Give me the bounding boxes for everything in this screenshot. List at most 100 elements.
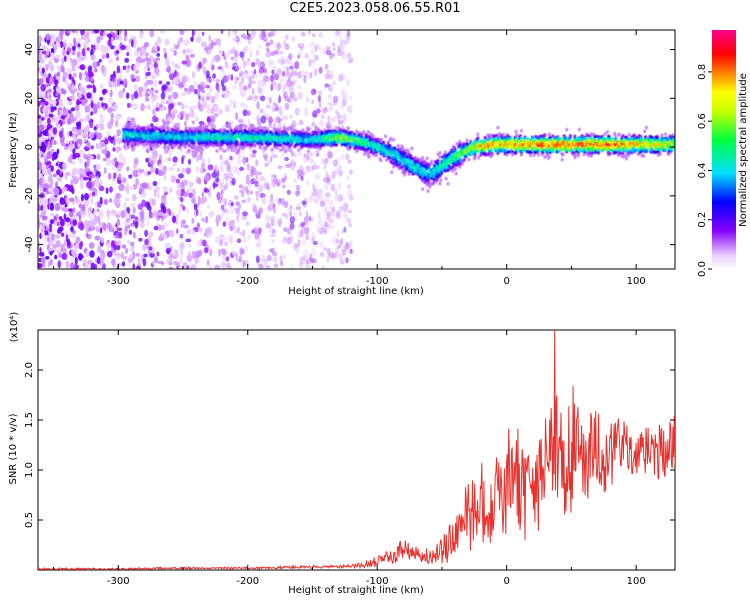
noise-cell xyxy=(112,166,116,171)
noise-cell xyxy=(244,69,248,75)
noise-cell xyxy=(172,156,178,163)
noise-cell xyxy=(151,96,155,104)
noise-cell xyxy=(126,166,130,172)
noise-cell xyxy=(341,53,348,61)
ridge-cell xyxy=(164,131,168,135)
noise-cell xyxy=(334,195,339,202)
noise-cell xyxy=(181,92,187,97)
noise-cell xyxy=(214,55,220,61)
ridge-cell xyxy=(367,130,370,134)
noise-cell xyxy=(255,190,260,196)
ridge-cell xyxy=(125,122,129,126)
noise-cell xyxy=(123,78,128,86)
noise-cell xyxy=(206,109,213,114)
noise-cell xyxy=(253,73,258,79)
noise-cell xyxy=(255,159,259,167)
noise-cell xyxy=(264,214,271,223)
noise-cell xyxy=(346,184,351,189)
noise-cell xyxy=(133,91,139,99)
noise-cell xyxy=(262,153,269,159)
ridge-cell xyxy=(219,146,222,150)
noise-cell xyxy=(41,144,47,153)
noise-cell xyxy=(91,191,96,197)
noise-cell xyxy=(191,30,195,38)
noise-cell xyxy=(126,45,131,54)
noise-cell xyxy=(208,248,213,257)
noise-cell xyxy=(330,69,334,77)
ridge-cell xyxy=(213,136,217,140)
noise-cell xyxy=(318,217,323,226)
ridge-cell xyxy=(365,142,368,146)
noise-cell xyxy=(326,107,332,111)
ridge-cell xyxy=(206,129,210,133)
noise-cell xyxy=(149,30,155,38)
noise-cell xyxy=(144,229,149,237)
noise-cell xyxy=(38,252,45,257)
ridge-cell xyxy=(329,130,333,134)
noise-cell xyxy=(218,40,222,48)
ridge-cell xyxy=(205,141,209,145)
noise-cell xyxy=(121,244,127,249)
noise-cell xyxy=(225,182,229,189)
noise-cell xyxy=(39,232,42,239)
noise-cell xyxy=(132,169,137,176)
noise-cell xyxy=(270,51,276,57)
noise-cell xyxy=(197,201,201,207)
noise-cell xyxy=(229,98,234,107)
noise-cell xyxy=(137,257,141,266)
noise-cell xyxy=(75,110,81,119)
noise-cell xyxy=(78,71,82,81)
noise-cell xyxy=(298,151,302,157)
noise-cell xyxy=(72,30,76,34)
noise-cell xyxy=(294,60,300,70)
noise-cell xyxy=(88,227,92,232)
noise-cell xyxy=(66,30,72,34)
noise-cell xyxy=(344,243,349,251)
ridge-cell xyxy=(376,147,379,152)
noise-cell xyxy=(102,157,107,162)
ridge-cell xyxy=(239,126,242,130)
noise-cell xyxy=(44,198,49,206)
ridge-cell xyxy=(326,131,329,135)
noise-cell xyxy=(88,176,92,182)
noise-cell xyxy=(181,75,188,84)
noise-cell xyxy=(271,179,277,188)
noise-cell xyxy=(131,243,134,249)
noise-cell xyxy=(188,250,192,259)
ridge-cell xyxy=(344,130,347,134)
ridge-cell xyxy=(147,125,151,129)
noise-cell xyxy=(242,48,247,55)
noise-cell xyxy=(174,262,180,267)
noise-cell xyxy=(282,115,288,121)
noise-cell xyxy=(116,81,121,87)
ridge-cell xyxy=(279,143,283,147)
noise-cell xyxy=(286,189,291,195)
noise-cell xyxy=(336,230,340,238)
noise-cell xyxy=(247,234,251,240)
noise-cell xyxy=(255,242,262,248)
noise-cell xyxy=(201,41,207,48)
ridge-cell xyxy=(384,134,387,138)
noise-cell xyxy=(74,257,78,265)
ridge-cell xyxy=(365,133,368,137)
noise-cell xyxy=(134,220,139,229)
noise-cell xyxy=(128,253,133,259)
noise-cell xyxy=(132,231,136,239)
noise-cell xyxy=(317,45,321,50)
noise-cell xyxy=(267,159,270,166)
noise-cell xyxy=(335,30,340,37)
noise-cell xyxy=(90,145,95,150)
noise-cell xyxy=(230,209,234,214)
ridge-cell xyxy=(446,168,450,172)
noise-cell xyxy=(61,142,66,147)
noise-cell xyxy=(220,66,224,72)
ridge-cell xyxy=(187,138,191,142)
noise-cell xyxy=(93,187,97,192)
noise-cell xyxy=(90,262,96,269)
noise-cell xyxy=(177,37,182,45)
noise-cell xyxy=(229,155,233,161)
noise-cell xyxy=(227,220,234,226)
ridge-cell xyxy=(367,155,371,159)
noise-cell xyxy=(46,82,52,87)
noise-cell xyxy=(333,168,340,174)
